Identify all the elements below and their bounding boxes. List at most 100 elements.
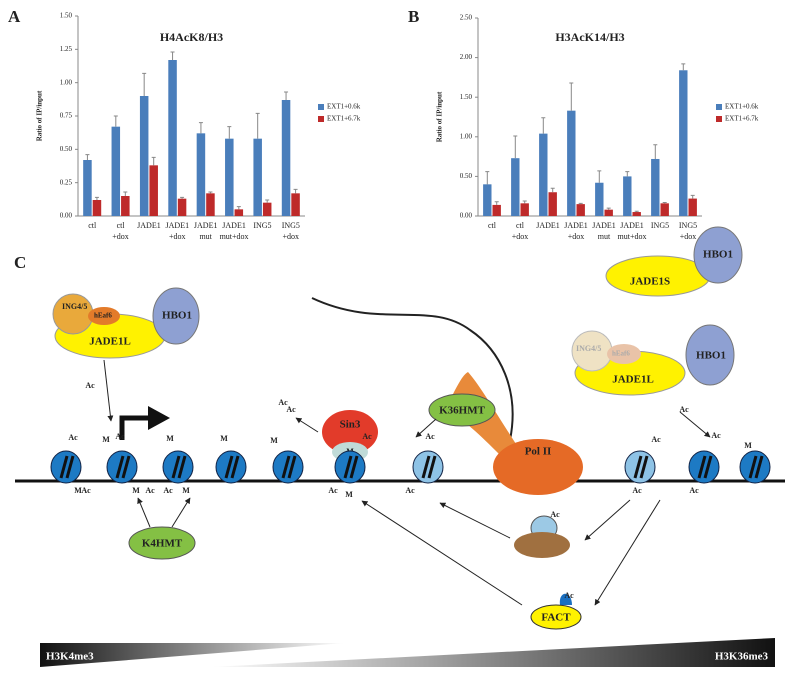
dna-wrap xyxy=(115,455,131,479)
bar xyxy=(225,138,234,216)
bar xyxy=(595,182,604,216)
mod-label: M xyxy=(102,435,110,444)
x-tick-label: JADE1 +dox xyxy=(166,221,190,241)
y-tick-label: 1.50 xyxy=(460,93,473,101)
label: H3K36me3 xyxy=(715,651,769,663)
mod-label: Ac xyxy=(328,486,338,495)
k36hmt xyxy=(428,393,496,427)
error-bar xyxy=(690,194,695,199)
y-tick-label: 2.00 xyxy=(460,53,473,61)
error-bar xyxy=(606,207,611,210)
bar xyxy=(262,202,272,216)
heaf6 xyxy=(607,344,641,364)
bar xyxy=(651,158,660,216)
error-bar xyxy=(255,112,260,139)
y-tick-label: 0.00 xyxy=(60,212,73,220)
mod-label: Ac xyxy=(85,381,95,390)
mod-label: Ac xyxy=(632,486,642,495)
error-bar xyxy=(541,117,546,134)
x-tick-label: JADE1 +dox xyxy=(564,221,588,241)
chart: A H4AcK8/H3 Ratio of IP/input 0.00 0.25 0.50 0… xyxy=(8,7,361,241)
label: ING4/5 xyxy=(62,302,87,311)
arrow xyxy=(295,417,319,433)
label: H3K4me3 xyxy=(46,651,94,663)
error-bar xyxy=(293,188,298,194)
y-tick-label: 0.50 xyxy=(460,172,473,180)
x-tick-label: ctl +dox xyxy=(512,221,529,241)
bar xyxy=(281,100,291,216)
error-bar xyxy=(94,196,99,200)
x-tick-label: ctl xyxy=(88,221,97,230)
label: FACT xyxy=(541,612,571,624)
bar xyxy=(511,158,520,216)
legend-swatch xyxy=(716,116,722,122)
label: Pol II xyxy=(525,446,552,458)
bar xyxy=(567,110,576,216)
gradient xyxy=(40,643,345,667)
label: HBO1 xyxy=(162,310,192,322)
error-bar xyxy=(513,135,518,159)
mod-label: Ac xyxy=(286,405,296,414)
arrow xyxy=(361,500,523,606)
dna-wrap xyxy=(697,455,713,479)
bar xyxy=(149,165,158,216)
mod-label: Ac xyxy=(163,486,173,495)
mod-label: Ac xyxy=(405,486,415,495)
arrow xyxy=(103,359,114,422)
bar xyxy=(483,184,492,216)
fact xyxy=(530,604,582,630)
error-bar xyxy=(662,202,667,204)
y-tick-label: 1.25 xyxy=(60,45,73,53)
y-axis-label: Ratio of IP/input xyxy=(436,91,444,142)
error-bar xyxy=(142,72,147,96)
mod-label: M xyxy=(270,436,278,445)
k4hmt xyxy=(128,526,196,560)
bar xyxy=(83,160,92,216)
mod-label: Ac xyxy=(711,431,721,440)
diagram: C Pol II ING4/5 hEaf6 HBO1 JADE1L JADE1S… xyxy=(14,226,785,667)
error-bar xyxy=(113,115,118,127)
bar xyxy=(604,209,613,216)
label: hEaf6 xyxy=(612,350,630,358)
mod-label: Ac xyxy=(145,486,155,495)
y-tick-label: 1.00 xyxy=(60,78,73,86)
error-bar xyxy=(151,156,156,166)
panel-label: C xyxy=(14,253,26,272)
dna-wrap xyxy=(421,455,437,479)
bar xyxy=(196,133,206,216)
x-tick-label: JADE1 mut xyxy=(194,221,218,241)
mod-label: Ac xyxy=(689,486,699,495)
dna-wrap xyxy=(748,455,764,479)
error-bar xyxy=(550,187,555,193)
tss-arrow xyxy=(119,415,150,440)
bar xyxy=(492,204,501,216)
sin3 xyxy=(322,410,378,454)
x-tick-label: JADE1 xyxy=(536,221,560,230)
chart-title: H4AcK8/H3 xyxy=(160,30,223,44)
bar xyxy=(679,70,688,216)
label: HBO1 xyxy=(696,350,726,362)
label: hEaf6 xyxy=(94,312,112,320)
legend-swatch xyxy=(716,104,722,110)
label: HBO1 xyxy=(703,249,733,261)
legend-label: EXT1+6.7k xyxy=(725,115,759,123)
bar xyxy=(688,198,697,216)
complex xyxy=(514,532,570,558)
error-bar xyxy=(625,171,630,177)
dna-wrap xyxy=(633,455,649,479)
bar xyxy=(291,193,300,216)
bar xyxy=(576,204,585,216)
dna-wrap xyxy=(224,455,240,479)
error-bar xyxy=(170,51,175,60)
error-bar xyxy=(634,210,639,213)
error-bar xyxy=(284,91,289,100)
mod-label: Ac xyxy=(115,432,125,441)
error-bar xyxy=(227,126,232,139)
dna-wrap xyxy=(171,455,187,479)
arrow xyxy=(415,418,437,438)
polii xyxy=(493,439,583,495)
hbo1 xyxy=(152,287,200,345)
arrow xyxy=(594,499,661,606)
